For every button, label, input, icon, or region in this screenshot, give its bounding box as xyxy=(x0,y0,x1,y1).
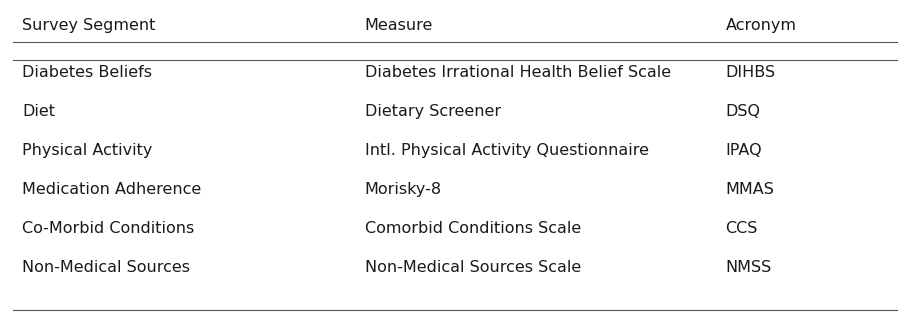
Text: Acronym: Acronym xyxy=(725,19,796,34)
Text: Morisky-8: Morisky-8 xyxy=(365,182,442,197)
Text: Intl. Physical Activity Questionnaire: Intl. Physical Activity Questionnaire xyxy=(365,143,649,158)
Text: Dietary Screener: Dietary Screener xyxy=(365,104,501,119)
Text: MMAS: MMAS xyxy=(725,182,774,197)
Text: Co-Morbid Conditions: Co-Morbid Conditions xyxy=(22,221,195,236)
Text: NMSS: NMSS xyxy=(725,260,772,275)
Text: Comorbid Conditions Scale: Comorbid Conditions Scale xyxy=(365,221,581,236)
Text: DSQ: DSQ xyxy=(725,104,761,119)
Text: Medication Adherence: Medication Adherence xyxy=(22,182,201,197)
Text: Diabetes Irrational Health Belief Scale: Diabetes Irrational Health Belief Scale xyxy=(365,65,671,80)
Text: Diet: Diet xyxy=(22,104,56,119)
Text: Survey Segment: Survey Segment xyxy=(22,19,156,34)
Text: Measure: Measure xyxy=(365,19,433,34)
Text: Non-Medical Sources Scale: Non-Medical Sources Scale xyxy=(365,260,581,275)
Text: DIHBS: DIHBS xyxy=(725,65,775,80)
Text: Physical Activity: Physical Activity xyxy=(22,143,153,158)
Text: IPAQ: IPAQ xyxy=(725,143,763,158)
Text: Diabetes Beliefs: Diabetes Beliefs xyxy=(22,65,152,80)
Text: Non-Medical Sources: Non-Medical Sources xyxy=(22,260,190,275)
Text: CCS: CCS xyxy=(725,221,758,236)
